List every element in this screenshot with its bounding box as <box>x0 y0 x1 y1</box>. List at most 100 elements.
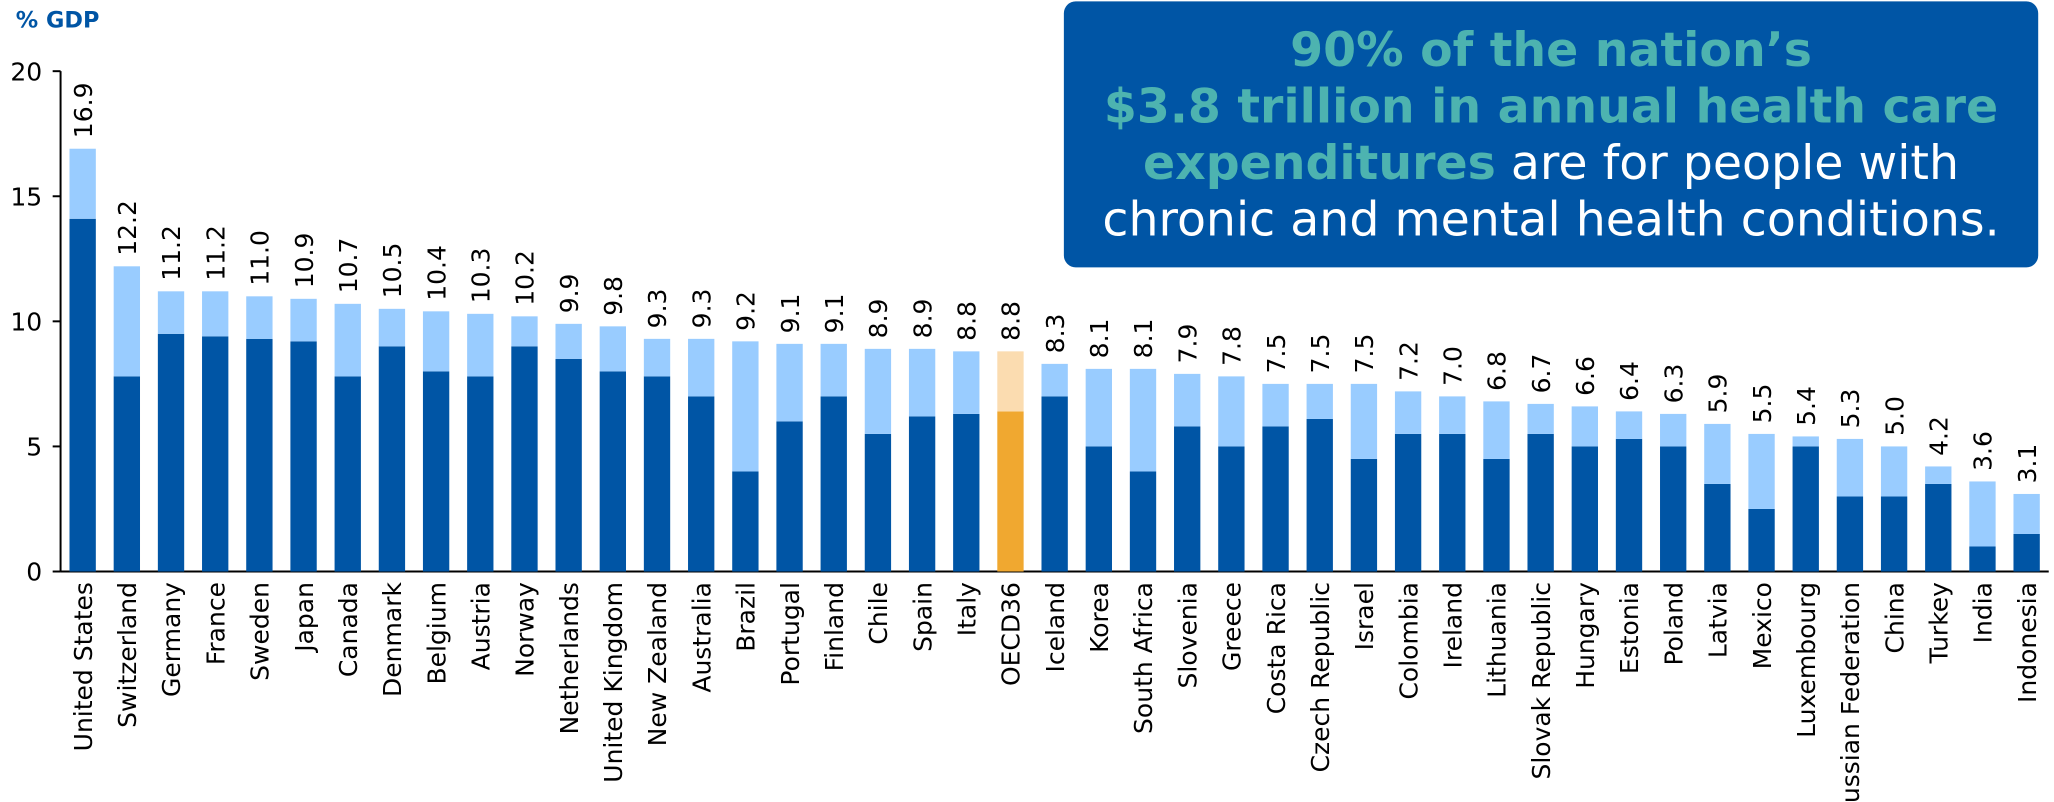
x-tick-label: Spain <box>908 582 937 652</box>
bar-segment <box>334 376 361 572</box>
bar-segment <box>69 148 96 219</box>
data-label: 6.8 <box>1483 351 1512 391</box>
bar-segment <box>511 316 538 347</box>
x-tick-label: Estonia <box>1615 582 1644 674</box>
bar-segment <box>157 333 185 572</box>
bar-segment <box>599 371 627 572</box>
bar-segment <box>334 303 361 377</box>
bar-segment <box>2013 493 2040 534</box>
x-tick-label: Belgium <box>422 582 451 684</box>
data-label: 8.9 <box>864 299 893 339</box>
bar-segment <box>1925 483 1952 572</box>
data-label: 7.5 <box>1350 334 1379 374</box>
data-label: 9.1 <box>776 294 805 334</box>
bar-segment <box>1129 471 1157 572</box>
x-tick-label: South Africa <box>1129 582 1158 734</box>
bar-segment <box>1350 458 1378 572</box>
data-label: 7.0 <box>1439 346 1468 386</box>
bar-segment <box>246 338 273 572</box>
bar-segment <box>599 326 627 372</box>
data-label: 11.2 <box>157 225 186 281</box>
data-label: 9.8 <box>599 276 628 316</box>
x-tick-label: Greece <box>1218 582 1247 671</box>
bar-segment <box>953 413 980 572</box>
bar-segment <box>1262 426 1289 572</box>
bar-segment <box>378 346 406 572</box>
bar-segment <box>1439 433 1466 572</box>
data-label: 8.1 <box>1129 319 1158 359</box>
x-tick-label: Germany <box>157 582 186 697</box>
bar-segment <box>113 376 141 572</box>
y-tick-label: 20 <box>10 57 42 86</box>
bar-segment <box>422 311 450 372</box>
bar-segment <box>1836 438 1864 497</box>
bar-segment <box>688 338 715 397</box>
bar-segment <box>1085 446 1112 572</box>
x-tick-label: Canada <box>334 582 363 677</box>
bar-segment <box>820 396 847 572</box>
data-label: 5.0 <box>1880 396 1909 436</box>
x-tick-label: Austria <box>467 582 496 670</box>
bar-segment <box>732 341 759 472</box>
data-label: 8.1 <box>1085 319 1114 359</box>
bar-segment <box>290 298 317 342</box>
x-tick-label: Mexico <box>1748 582 1777 669</box>
data-label: 6.7 <box>1527 354 1556 394</box>
bar-segment <box>908 348 936 417</box>
x-tick-label: Chile <box>864 582 893 645</box>
bar-segment <box>1218 446 1245 572</box>
x-tick-label: Italy <box>953 582 982 636</box>
bar-segment <box>511 346 538 572</box>
bar-segment <box>1174 426 1201 572</box>
bar-segment <box>1880 496 1908 572</box>
data-label: 9.3 <box>643 289 672 329</box>
bar-segment <box>157 291 185 334</box>
y-tick-label: 5 <box>26 433 42 462</box>
x-tick-label: United States <box>69 582 98 751</box>
x-tick-label: New Zealand <box>643 582 672 746</box>
bar-segment <box>1969 481 1996 547</box>
x-tick-label: Denmark <box>378 582 407 697</box>
data-label: 12.2 <box>113 200 142 256</box>
bar-segment <box>1394 391 1422 434</box>
annotation-line: 90% of the nation’s <box>1290 23 1812 78</box>
annotation-text: 90% of the nation’s <box>1290 23 1812 78</box>
bar-segment <box>1615 438 1643 572</box>
x-tick-label: Russian Federation <box>1836 582 1865 802</box>
bar-segment <box>1394 433 1422 572</box>
bar-segment <box>290 341 317 572</box>
bar-segment <box>1218 376 1245 447</box>
bar-segment <box>1660 446 1687 572</box>
x-tick-label: Portugal <box>776 582 805 686</box>
x-tick-label: Colombia <box>1394 582 1423 699</box>
x-tick-label: Slovak Republic <box>1527 582 1556 780</box>
bar-segment <box>1306 418 1333 572</box>
x-tick-label: United Kingdom <box>599 582 628 783</box>
bar-segment <box>732 471 759 572</box>
x-tick-label: Ireland <box>1439 582 1468 668</box>
bar-segment <box>864 348 892 434</box>
bar-segment <box>246 296 273 339</box>
x-tick-label: Finland <box>820 582 849 671</box>
data-label: 11.2 <box>201 225 230 281</box>
annotation-box <box>1063 1 2039 268</box>
bar-segment <box>1174 373 1201 427</box>
bar-segment <box>1880 446 1908 497</box>
data-label: 7.5 <box>1262 334 1291 374</box>
bar-segment <box>1041 396 1068 572</box>
x-tick-label: Brazil <box>732 582 761 652</box>
x-tick-label: Australia <box>687 582 716 693</box>
x-tick-label: Israel <box>1350 582 1379 650</box>
x-tick-label: Turkey <box>1924 582 1953 665</box>
bar-segment <box>997 351 1024 412</box>
data-label: 11.0 <box>246 230 275 286</box>
bar-segment <box>1704 483 1731 572</box>
x-tick-label: Latvia <box>1704 582 1733 658</box>
x-tick-label: China <box>1880 582 1909 653</box>
bar-segment <box>776 421 803 572</box>
x-tick-label: Hungary <box>1571 582 1600 689</box>
data-label: 3.1 <box>2013 444 2042 484</box>
data-label: 10.2 <box>511 250 540 306</box>
x-tick-label: Luxembourg <box>1792 582 1821 738</box>
annotation-line: $3.8 trillion in annual health care <box>1104 80 1998 135</box>
